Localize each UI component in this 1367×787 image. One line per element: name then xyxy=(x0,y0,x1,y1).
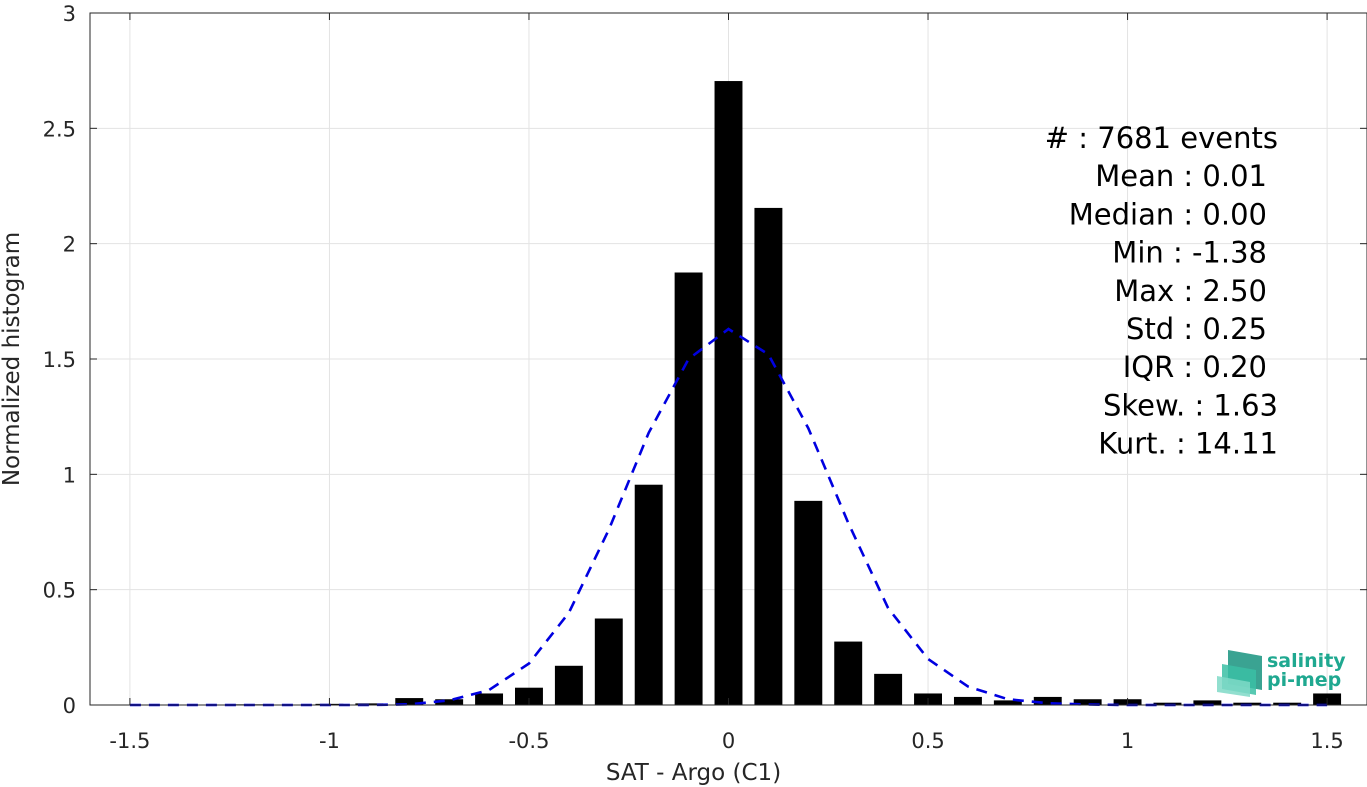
logo-text-line2: pi-mep xyxy=(1267,669,1341,691)
histogram-bar xyxy=(515,687,543,705)
histogram-bar xyxy=(634,484,663,705)
histogram-bar xyxy=(355,703,384,705)
histogram-bars xyxy=(235,81,1342,705)
stat-skew: Skew. : 1.63 xyxy=(1103,388,1278,422)
y-tick-label: 0.5 xyxy=(43,579,76,603)
x-tick-label: 0.5 xyxy=(911,729,944,753)
x-tick-label: -1.5 xyxy=(109,729,150,753)
logo-text-line1: salinity xyxy=(1267,650,1346,672)
histogram-bar xyxy=(1193,700,1222,705)
x-tick-label: -1 xyxy=(319,729,340,753)
y-axis-label: Normalized histogram xyxy=(0,232,25,486)
statistics-annotation: # : 7681 events Mean : 0.01 Median : 0.00 M… xyxy=(1045,121,1278,461)
y-tick-label: 0 xyxy=(63,694,76,718)
histogram-bar xyxy=(754,207,783,705)
stat-max: Max : 2.50 xyxy=(1114,274,1267,308)
y-axis-ticks: 0 0.5 1 1.5 2 2.5 3 xyxy=(43,2,1367,718)
stat-count: # : 7681 events xyxy=(1045,121,1278,155)
histogram-bar xyxy=(475,693,504,705)
stat-iqr: IQR : 0.20 xyxy=(1123,350,1267,384)
histogram-bar xyxy=(993,700,1022,705)
histogram-bar xyxy=(794,500,823,705)
histogram-bar xyxy=(834,641,863,705)
histogram-bar xyxy=(395,698,424,705)
histogram-bar xyxy=(674,272,703,705)
x-tick-label: 1.5 xyxy=(1310,729,1343,753)
histogram-bar xyxy=(594,618,623,705)
y-tick-label: 2.5 xyxy=(43,117,76,141)
y-tick-label: 3 xyxy=(63,2,76,26)
histogram-bar xyxy=(554,665,583,705)
histogram-bar xyxy=(435,699,464,705)
stat-min: Min : -1.38 xyxy=(1112,236,1267,270)
histogram-bar xyxy=(1073,699,1102,705)
stat-median: Median : 0.00 xyxy=(1069,197,1267,231)
x-axis-label: SAT - Argo (C1) xyxy=(606,760,781,786)
histogram-bar xyxy=(1033,696,1062,705)
histogram-bar xyxy=(874,673,903,705)
wave-icon xyxy=(1217,650,1262,697)
stat-mean: Mean : 0.01 xyxy=(1095,159,1267,193)
histogram-bar xyxy=(953,696,982,705)
stat-std: Std : 0.25 xyxy=(1126,312,1267,346)
y-tick-label: 1 xyxy=(63,463,76,487)
y-tick-label: 1.5 xyxy=(43,348,76,372)
x-axis-ticks: -1.5 -1 -0.5 0 0.5 1 1.5 xyxy=(109,13,1344,753)
salinity-pimep-logo: salinity pi-mep xyxy=(1217,650,1346,697)
histogram-bar xyxy=(714,81,743,705)
x-tick-label: 0 xyxy=(722,729,735,753)
y-tick-label: 2 xyxy=(63,233,76,257)
x-tick-label: 1 xyxy=(1121,729,1134,753)
stat-kurt: Kurt. : 14.11 xyxy=(1098,427,1278,461)
x-tick-label: -0.5 xyxy=(508,729,549,753)
